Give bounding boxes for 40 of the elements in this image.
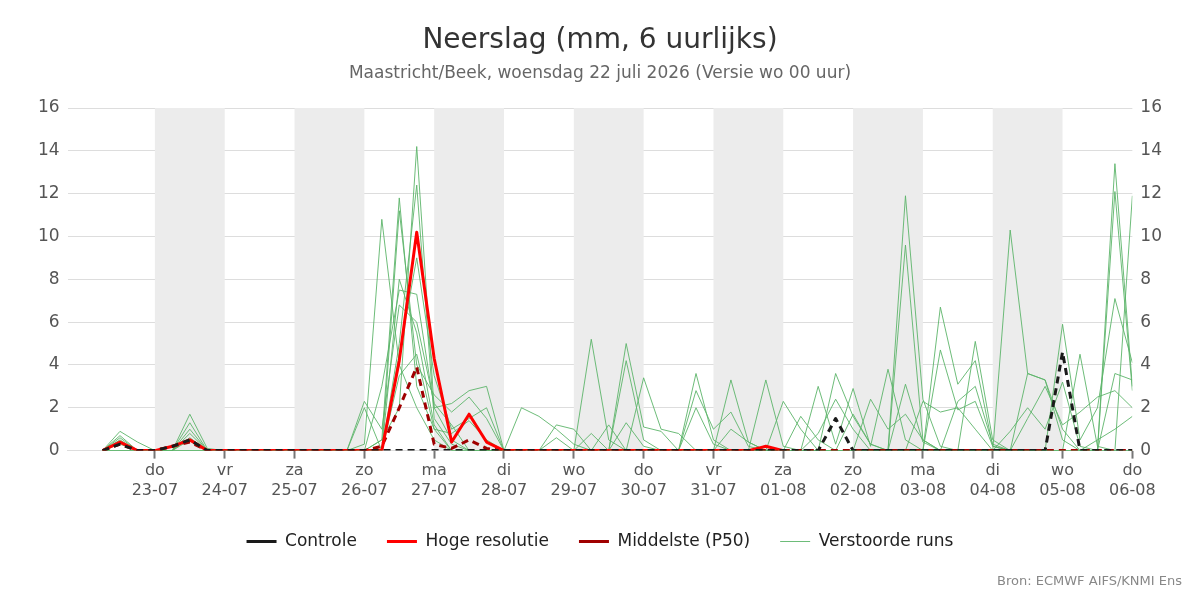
x-tick-label: za 01-08 <box>760 460 807 499</box>
legend-label: Hoge resolutie <box>425 529 549 550</box>
x-tick-label: zo 02-08 <box>829 460 877 499</box>
y-tick-label: 8 <box>48 267 60 288</box>
x-tick-label: do 06-08 <box>1109 460 1156 499</box>
y-tick-label: 10 <box>37 224 60 245</box>
x-tick-label: za 25-07 <box>271 460 318 499</box>
y2-tick-label: 2 <box>1140 396 1152 417</box>
y2-tick-label: 14 <box>1140 139 1163 160</box>
y-tick-label: 16 <box>37 96 60 117</box>
y2-tick-label: 4 <box>1140 353 1152 374</box>
y2-tick-label: 10 <box>1140 224 1163 245</box>
y-tick-label: 6 <box>48 310 60 331</box>
chart-subtitle: Maastricht/Beek, woensdag 22 juli 2026 (Versie wo 00 uur) <box>348 62 852 83</box>
x-tick-label: wo 05-08 <box>1039 460 1086 499</box>
y2-tick-label: 0 <box>1140 439 1152 460</box>
chart-title: Neerslag (mm, 6 uurlijks) <box>422 22 778 56</box>
x-tick-label: ma 03-08 <box>899 460 947 499</box>
y2-tick-label: 6 <box>1140 310 1152 331</box>
legend-label: Controle <box>285 529 357 550</box>
y2-tick-label: 12 <box>1140 182 1163 203</box>
y2-tick-label: 16 <box>1140 96 1163 117</box>
x-tick-label: vr 24-07 <box>201 460 248 499</box>
legend-label: Middelste (P50) <box>617 529 751 550</box>
x-tick-label: vr 31-07 <box>690 460 737 499</box>
x-tick-label: ma 27-07 <box>410 460 458 499</box>
legend-label: Verstoorde runs <box>818 529 954 550</box>
text: Bron: ECMWF AIFS/KNMI Ens <box>997 573 1182 588</box>
y2-tick-label: 8 <box>1140 267 1152 288</box>
x-tick-label: di 28-07 <box>480 460 528 499</box>
x-tick-label: wo 29-07 <box>550 460 598 499</box>
x-tick-label: di 04-08 <box>969 460 1016 499</box>
y-tick-label: 14 <box>37 139 60 160</box>
y-tick-label: 4 <box>48 353 60 374</box>
y-tick-label: 12 <box>37 182 60 203</box>
x-tick-label: do 30-07 <box>620 460 667 499</box>
y-tick-label: 2 <box>48 396 60 417</box>
x-tick-label: do 23-07 <box>131 460 179 499</box>
x-tick-label: zo 26-07 <box>341 460 388 499</box>
y-tick-label: 0 <box>48 439 60 460</box>
